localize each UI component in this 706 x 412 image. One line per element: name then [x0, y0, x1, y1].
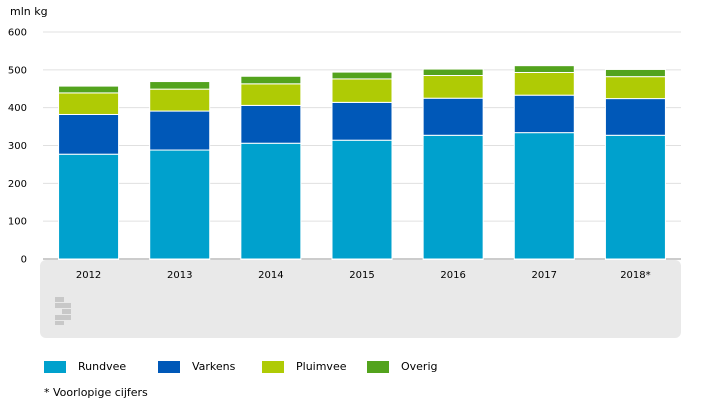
bar-segment-overig-2012	[58, 85, 120, 94]
y-tick-label: 600	[8, 28, 27, 39]
legend-label: Overig	[401, 360, 438, 373]
bar-segment-pluimvee-2017	[513, 71, 575, 96]
x-tick-label: 2016	[440, 270, 465, 281]
bar-segment-rundvee-2017	[513, 132, 575, 260]
bar-segment-overig-2015	[331, 71, 393, 80]
bar-segment-pluimvee-2014	[240, 83, 302, 106]
bar-segment-varkens-2015	[331, 101, 393, 141]
y-axis-ticks: 0 100 200 300 400 500 600	[8, 28, 27, 266]
bar-segment-pluimvee-2012	[58, 92, 120, 115]
bar-segment-overig-2013	[149, 81, 211, 90]
bar-segment-overig-2018	[604, 68, 666, 78]
x-tick-label: 2013	[167, 270, 192, 281]
bar-segment-rundvee-2013	[149, 149, 211, 260]
y-tick-label: 100	[8, 217, 27, 228]
x-tick-label: 2012	[76, 270, 101, 281]
cbs-logo-icon	[55, 297, 71, 325]
bars	[58, 65, 666, 260]
bar-segment-pluimvee-2018	[604, 76, 666, 100]
legend-item-varkens: Varkens	[158, 360, 262, 373]
bar-segment-overig-2014	[240, 75, 302, 85]
bar-segment-pluimvee-2013	[149, 88, 211, 112]
legend-item-rundvee: Rundvee	[44, 360, 158, 373]
bar-segment-varkens-2016	[422, 97, 484, 136]
legend: Rundvee Varkens Pluimvee Overig	[44, 360, 438, 373]
x-tick-label: 2015	[349, 270, 374, 281]
stacked-bar-chart: 0 100 200 300 400 500 600 2012 2013 2014 2015 2016…	[8, 5, 681, 338]
bar-segment-varkens-2017	[513, 94, 575, 134]
bar-segment-pluimvee-2015	[331, 78, 393, 103]
legend-label: Varkens	[192, 360, 236, 373]
y-tick-label: 0	[21, 255, 27, 266]
y-tick-label: 300	[8, 141, 27, 152]
legend-swatch	[262, 360, 284, 373]
x-tick-label: 2017	[532, 270, 557, 281]
legend-label: Pluimvee	[296, 360, 347, 373]
footnote: * Voorlopige cijfers	[44, 386, 148, 399]
bar-segment-rundvee-2014	[240, 142, 302, 260]
x-tick-label: 2014	[258, 270, 283, 281]
bar-segment-pluimvee-2016	[422, 75, 484, 99]
legend-item-pluimvee: Pluimvee	[262, 360, 367, 373]
y-tick-label: 200	[8, 179, 27, 190]
bar-segment-varkens-2013	[149, 110, 211, 151]
legend-label: Rundvee	[78, 360, 127, 373]
unit-label: mln kg	[10, 5, 48, 18]
x-axis-band	[40, 260, 681, 338]
bar-segment-rundvee-2012	[58, 153, 120, 260]
bar-segment-rundvee-2016	[422, 134, 484, 260]
y-tick-label: 400	[8, 103, 27, 114]
y-tick-label: 500	[8, 65, 27, 76]
bar-segment-rundvee-2018	[604, 134, 666, 260]
bar-segment-overig-2017	[513, 65, 575, 73]
bar-segment-overig-2016	[422, 68, 484, 77]
legend-item-overig: Overig	[367, 360, 438, 373]
bar-segment-rundvee-2015	[331, 139, 393, 260]
legend-swatch	[367, 360, 389, 373]
x-axis-ticks: 2012 2013 2014 2015 2016 2017 2018*	[76, 270, 651, 281]
legend-swatch	[158, 360, 180, 373]
x-tick-label: 2018*	[620, 270, 650, 281]
bar-segment-varkens-2012	[58, 113, 120, 155]
bar-segment-varkens-2014	[240, 104, 302, 144]
bar-segment-varkens-2018	[604, 98, 666, 136]
legend-swatch	[44, 360, 66, 373]
